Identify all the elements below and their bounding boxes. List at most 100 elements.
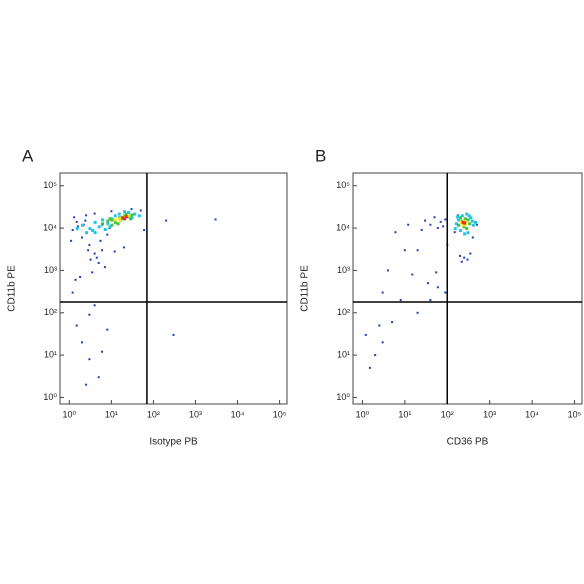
y-axis-title: CD11b PE [300, 265, 311, 312]
event-dot [137, 214, 141, 218]
event-dot [416, 249, 419, 252]
event-dot [97, 225, 101, 229]
event-dot [103, 228, 107, 232]
event-dot [110, 223, 114, 227]
y-tick-label: 10⁵ [336, 180, 350, 190]
event-dot [381, 341, 384, 344]
event-dot [113, 220, 117, 224]
event-dot [454, 222, 458, 226]
event-dot [75, 227, 79, 231]
event-dot [71, 291, 74, 294]
event-dot [426, 282, 429, 285]
event-dot [97, 261, 100, 264]
event-dot [80, 223, 84, 227]
event-dot [456, 215, 460, 219]
x-tick-label: 10⁰ [356, 409, 370, 419]
y-tick-label: 10⁴ [336, 222, 350, 232]
event-dot [80, 341, 83, 344]
event-dot [117, 217, 121, 221]
plot-frame [59, 172, 288, 405]
event-dot [364, 333, 367, 336]
event-dot [108, 225, 112, 229]
event-dot [88, 243, 91, 246]
event-dot [113, 218, 117, 222]
event-dot [101, 249, 104, 252]
x-tick-label: 10⁴ [231, 409, 245, 419]
event-dot [386, 269, 389, 272]
event-dot [106, 233, 109, 236]
event-dot [113, 214, 117, 218]
event-dot [129, 217, 133, 221]
event-dot [121, 216, 125, 220]
event-dot [442, 225, 445, 228]
event-dot [459, 229, 463, 233]
event-dot [416, 311, 419, 314]
event-dot [139, 209, 142, 212]
event-dot [110, 218, 114, 222]
event-dot [70, 239, 73, 242]
x-tick-label: 10³ [483, 409, 496, 419]
event-dot [457, 218, 461, 222]
event-dot [101, 350, 104, 353]
x-axis-title: CD36 PB [447, 437, 489, 448]
event-dot [429, 223, 432, 226]
event-dot [130, 213, 134, 217]
event-dot [429, 299, 432, 302]
event-dot [123, 210, 127, 214]
event-dot [165, 219, 168, 222]
y-tick-label: 10³ [44, 265, 57, 275]
event-dot [124, 215, 128, 219]
event-dot [75, 220, 78, 223]
y-tick-label: 10⁰ [336, 392, 350, 402]
event-dot [471, 236, 474, 239]
event-dot [106, 328, 109, 331]
event-dot [124, 212, 128, 216]
event-dot [466, 218, 470, 222]
event-dot [468, 222, 472, 226]
event-dot [118, 219, 122, 223]
event-dot [74, 278, 77, 281]
event-dot [453, 227, 457, 231]
event-dot [436, 286, 439, 289]
event-dot [93, 252, 96, 255]
event-dot [439, 220, 442, 223]
x-tick-label: 10² [147, 409, 160, 419]
event-dot [460, 214, 464, 218]
event-dot [108, 217, 112, 221]
panel-label: A [22, 146, 34, 165]
event-dot [106, 222, 110, 226]
event-dot [93, 212, 96, 215]
x-axis-title: Isotype PB [149, 437, 198, 448]
event-dot [85, 214, 88, 217]
event-dot [75, 324, 78, 327]
event-dot [461, 220, 465, 224]
event-dot [435, 271, 438, 274]
x-tick-label: 10⁵ [568, 409, 582, 419]
event-dot [71, 229, 74, 232]
event-dot [84, 219, 87, 222]
event-dot [99, 239, 102, 242]
event-dot [460, 260, 463, 263]
event-dot [411, 273, 414, 276]
event-dot [88, 313, 91, 316]
event-dot [463, 232, 467, 236]
event-dot [407, 223, 410, 226]
event-dot [470, 219, 474, 223]
event-dot [89, 258, 92, 261]
event-dot [101, 218, 105, 222]
event-dot [130, 208, 133, 211]
event-dot [93, 220, 97, 224]
event-dot [471, 223, 475, 227]
event-dot [444, 218, 447, 221]
event-dot [113, 250, 116, 253]
y-tick-label: 10⁴ [43, 222, 57, 232]
event-dot [85, 383, 88, 386]
event-dot [127, 210, 131, 214]
plot-frame [352, 172, 583, 405]
event-dot [394, 231, 397, 234]
event-dot [463, 217, 467, 221]
event-dot [381, 291, 384, 294]
event-dot [465, 227, 469, 231]
event-dot [143, 229, 146, 232]
y-axis-title: CD11b PE [7, 265, 18, 312]
